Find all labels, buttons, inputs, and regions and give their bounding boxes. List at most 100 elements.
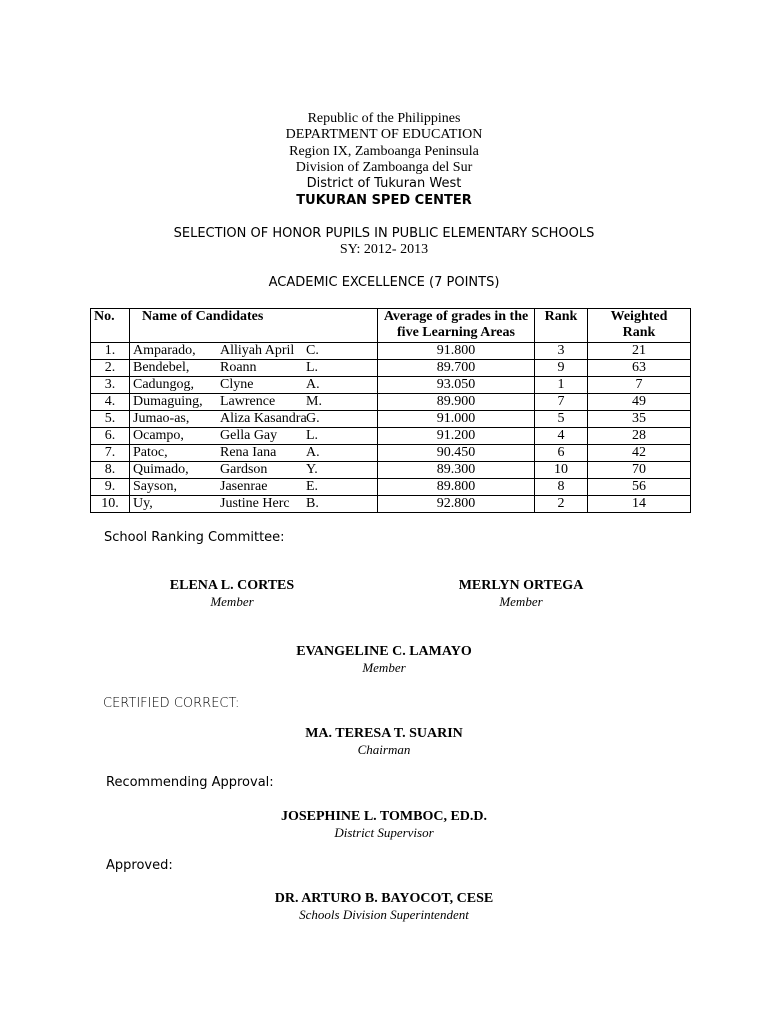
- cell-no: 1.: [90, 342, 130, 360]
- last-name: Ocampo,: [133, 428, 184, 443]
- table-row: 8. Quimado, Gardson Y. 89.300 10 70: [90, 461, 691, 479]
- approved-label: Approved:: [106, 858, 173, 873]
- middle-initial: L.: [306, 360, 319, 375]
- cell-weighted-rank: 42: [587, 444, 691, 462]
- committee-label: School Ranking Committee:: [104, 530, 285, 545]
- last-name: Uy,: [133, 496, 153, 511]
- document-title: SELECTION OF HONOR PUPILS IN PUBLIC ELEM…: [173, 226, 595, 241]
- cell-weighted-rank: 70: [587, 461, 691, 479]
- cell-weighted-rank: 28: [587, 427, 691, 445]
- col-header-weighted-rank: Weighted Rank: [587, 308, 691, 343]
- header-line: Region IX, Zamboanga Peninsula: [289, 144, 479, 159]
- cell-rank: 10: [534, 461, 588, 479]
- cell-name: Dumaguing, Lawrence M.: [129, 393, 378, 411]
- first-name: Roann: [220, 360, 257, 375]
- cell-rank: 2: [534, 495, 588, 513]
- first-name: Alliyah April: [220, 343, 295, 358]
- signatory-name: EVANGELINE C. LAMAYO: [296, 644, 472, 659]
- cell-name: Ocampo, Gella Gay L.: [129, 427, 378, 445]
- cell-weighted-rank: 35: [587, 410, 691, 428]
- first-name: Lawrence: [220, 394, 276, 409]
- first-name: Rena Iana: [220, 445, 277, 460]
- middle-initial: B.: [306, 496, 319, 511]
- signatory-role: District Supervisor: [334, 825, 434, 840]
- first-name: Gella Gay: [220, 428, 278, 443]
- middle-initial: A.: [306, 445, 320, 460]
- cell-average: 90.450: [377, 444, 535, 462]
- middle-initial: M.: [306, 394, 322, 409]
- signatory-role: Schools Division Superintendent: [299, 907, 469, 922]
- signatory-role: Member: [210, 594, 254, 609]
- cell-name: Sayson, Jasenrae E.: [129, 478, 378, 496]
- cell-name: Cadungog, Clyne A.: [129, 376, 378, 394]
- signatory-name: MA. TERESA T. SUARIN: [305, 726, 463, 741]
- last-name: Bendebel,: [133, 360, 190, 375]
- cell-name: Jumao-as, Aliza Kasandra G.: [129, 410, 378, 428]
- cell-average: 92.800: [377, 495, 535, 513]
- cell-name: Amparado, Alliyah April C.: [129, 342, 378, 360]
- cell-rank: 4: [534, 427, 588, 445]
- cell-weighted-rank: 7: [587, 376, 691, 394]
- candidates-table: No. Name of Candidates Average of grades…: [90, 308, 691, 513]
- middle-initial: C.: [306, 343, 319, 358]
- signatory-role: Member: [499, 594, 543, 609]
- cell-rank: 9: [534, 359, 588, 377]
- cell-weighted-rank: 63: [587, 359, 691, 377]
- cell-no: 10.: [90, 495, 130, 513]
- middle-initial: L.: [306, 428, 319, 443]
- signatory-name: JOSEPHINE L. TOMBOC, ED.D.: [280, 809, 488, 824]
- cell-rank: 5: [534, 410, 588, 428]
- first-name: Justine Herc: [220, 496, 290, 511]
- header-line: Republic of the Philippines: [307, 111, 461, 126]
- table-row: 10. Uy, Justine Herc B. 92.800 2 14: [90, 495, 691, 513]
- cell-name: Patoc, Rena Iana A.: [129, 444, 378, 462]
- cell-rank: 1: [534, 376, 588, 394]
- last-name: Patoc,: [133, 445, 168, 460]
- cell-no: 9.: [90, 478, 130, 496]
- table-row: 6. Ocampo, Gella Gay L. 91.200 4 28: [90, 427, 691, 445]
- cell-no: 8.: [90, 461, 130, 479]
- section-title: ACADEMIC EXCELLENCE (7 POINTS): [268, 275, 500, 290]
- cell-no: 3.: [90, 376, 130, 394]
- cell-rank: 6: [534, 444, 588, 462]
- cell-average: 89.800: [377, 478, 535, 496]
- col-header-no: No.: [90, 308, 130, 343]
- signatory-name: ELENA L. CORTES: [169, 578, 295, 593]
- certified-label: CERTIFIED CORRECT:: [103, 696, 240, 711]
- table-row: 7. Patoc, Rena Iana A. 90.450 6 42: [90, 444, 691, 462]
- table-row: 5. Jumao-as, Aliza Kasandra G. 91.000 5 35: [90, 410, 691, 428]
- table-row: 4. Dumaguing, Lawrence M. 89.900 7 49: [90, 393, 691, 411]
- cell-no: 2.: [90, 359, 130, 377]
- cell-no: 4.: [90, 393, 130, 411]
- header-line: District of Tukuran West: [306, 176, 462, 191]
- cell-rank: 7: [534, 393, 588, 411]
- last-name: Jumao-as,: [133, 411, 190, 426]
- cell-rank: 8: [534, 478, 588, 496]
- cell-average: 89.900: [377, 393, 535, 411]
- middle-initial: E.: [306, 479, 319, 494]
- cell-weighted-rank: 56: [587, 478, 691, 496]
- cell-no: 7.: [90, 444, 130, 462]
- recommending-label: Recommending Approval:: [106, 775, 274, 790]
- cell-weighted-rank: 14: [587, 495, 691, 513]
- cell-average: 91.000: [377, 410, 535, 428]
- school-name: TUKURAN SPED CENTER: [296, 193, 472, 208]
- col-header-name: Name of Candidates: [129, 308, 378, 343]
- middle-initial: Y.: [306, 462, 318, 477]
- signatory-name: MERLYN ORTEGA: [458, 578, 584, 593]
- col-header-rank: Rank: [534, 308, 588, 343]
- header-line: DEPARTMENT OF EDUCATION: [285, 127, 483, 142]
- col-header-average: Average of grades in the five Learning A…: [377, 308, 535, 343]
- signatory-name: DR. ARTURO B. BAYOCOT, CESE: [274, 891, 494, 906]
- cell-rank: 3: [534, 342, 588, 360]
- cell-name: Quimado, Gardson Y.: [129, 461, 378, 479]
- signatory-role: Chairman: [357, 742, 411, 757]
- cell-no: 6.: [90, 427, 130, 445]
- last-name: Cadungog,: [133, 377, 195, 392]
- table-row: 1. Amparado, Alliyah April C. 91.800 3 21: [90, 342, 691, 360]
- cell-average: 89.700: [377, 359, 535, 377]
- table-row: 9. Sayson, Jasenrae E. 89.800 8 56: [90, 478, 691, 496]
- cell-name: Bendebel, Roann L.: [129, 359, 378, 377]
- middle-initial: G.: [306, 411, 320, 426]
- cell-average: 93.050: [377, 376, 535, 394]
